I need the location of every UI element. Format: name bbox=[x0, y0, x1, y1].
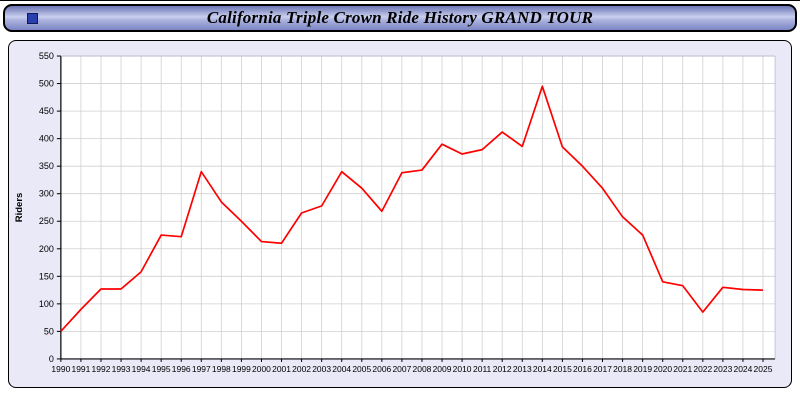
svg-text:550: 550 bbox=[39, 51, 54, 61]
svg-text:350: 350 bbox=[39, 161, 54, 171]
svg-text:1992: 1992 bbox=[92, 364, 111, 374]
svg-text:2011: 2011 bbox=[473, 364, 491, 374]
svg-text:1995: 1995 bbox=[152, 364, 171, 374]
svg-text:2010: 2010 bbox=[453, 364, 472, 374]
svg-text:1999: 1999 bbox=[232, 364, 251, 374]
svg-text:50: 50 bbox=[44, 326, 54, 336]
svg-text:2001: 2001 bbox=[272, 364, 291, 374]
svg-text:2002: 2002 bbox=[292, 364, 311, 374]
svg-text:300: 300 bbox=[39, 189, 54, 199]
svg-text:2005: 2005 bbox=[352, 364, 371, 374]
svg-text:1990: 1990 bbox=[51, 364, 70, 374]
svg-text:2015: 2015 bbox=[553, 364, 572, 374]
svg-text:2004: 2004 bbox=[332, 364, 351, 374]
svg-text:2000: 2000 bbox=[252, 364, 271, 374]
chart-title-banner: California Triple Crown Ride History GRA… bbox=[3, 4, 797, 32]
svg-text:450: 450 bbox=[39, 106, 54, 116]
chart-title: California Triple Crown Ride History GRA… bbox=[206, 8, 594, 27]
svg-text:1993: 1993 bbox=[112, 364, 131, 374]
chart-panel: 0 50 100 150 200 250 300 350 400 450 500 550 1990 199… bbox=[8, 40, 792, 388]
svg-text:2003: 2003 bbox=[312, 364, 331, 374]
svg-text:150: 150 bbox=[39, 271, 54, 281]
svg-text:1997: 1997 bbox=[192, 364, 211, 374]
svg-text:2024: 2024 bbox=[733, 364, 752, 374]
svg-text:2016: 2016 bbox=[573, 364, 592, 374]
svg-text:2014: 2014 bbox=[533, 364, 552, 374]
svg-text:Riders: Riders bbox=[14, 193, 25, 223]
svg-text:2025: 2025 bbox=[754, 364, 773, 374]
svg-text:2007: 2007 bbox=[392, 364, 411, 374]
svg-text:2021: 2021 bbox=[673, 364, 692, 374]
svg-text:2006: 2006 bbox=[372, 364, 391, 374]
svg-text:0: 0 bbox=[49, 354, 54, 364]
svg-text:2022: 2022 bbox=[693, 364, 712, 374]
svg-text:100: 100 bbox=[39, 299, 54, 309]
svg-text:2008: 2008 bbox=[413, 364, 432, 374]
banner-square-icon bbox=[27, 13, 38, 24]
svg-text:1996: 1996 bbox=[172, 364, 191, 374]
svg-text:2012: 2012 bbox=[493, 364, 512, 374]
svg-text:2020: 2020 bbox=[653, 364, 672, 374]
svg-text:2018: 2018 bbox=[613, 364, 632, 374]
svg-text:250: 250 bbox=[39, 216, 54, 226]
svg-text:2009: 2009 bbox=[433, 364, 452, 374]
svg-text:1991: 1991 bbox=[71, 364, 90, 374]
svg-text:500: 500 bbox=[39, 79, 54, 89]
svg-text:2023: 2023 bbox=[713, 364, 732, 374]
svg-text:1998: 1998 bbox=[212, 364, 231, 374]
svg-text:2019: 2019 bbox=[633, 364, 652, 374]
svg-text:1994: 1994 bbox=[132, 364, 151, 374]
svg-text:200: 200 bbox=[39, 244, 54, 254]
svg-text:400: 400 bbox=[39, 134, 54, 144]
svg-text:2017: 2017 bbox=[593, 364, 612, 374]
svg-text:2013: 2013 bbox=[513, 364, 532, 374]
